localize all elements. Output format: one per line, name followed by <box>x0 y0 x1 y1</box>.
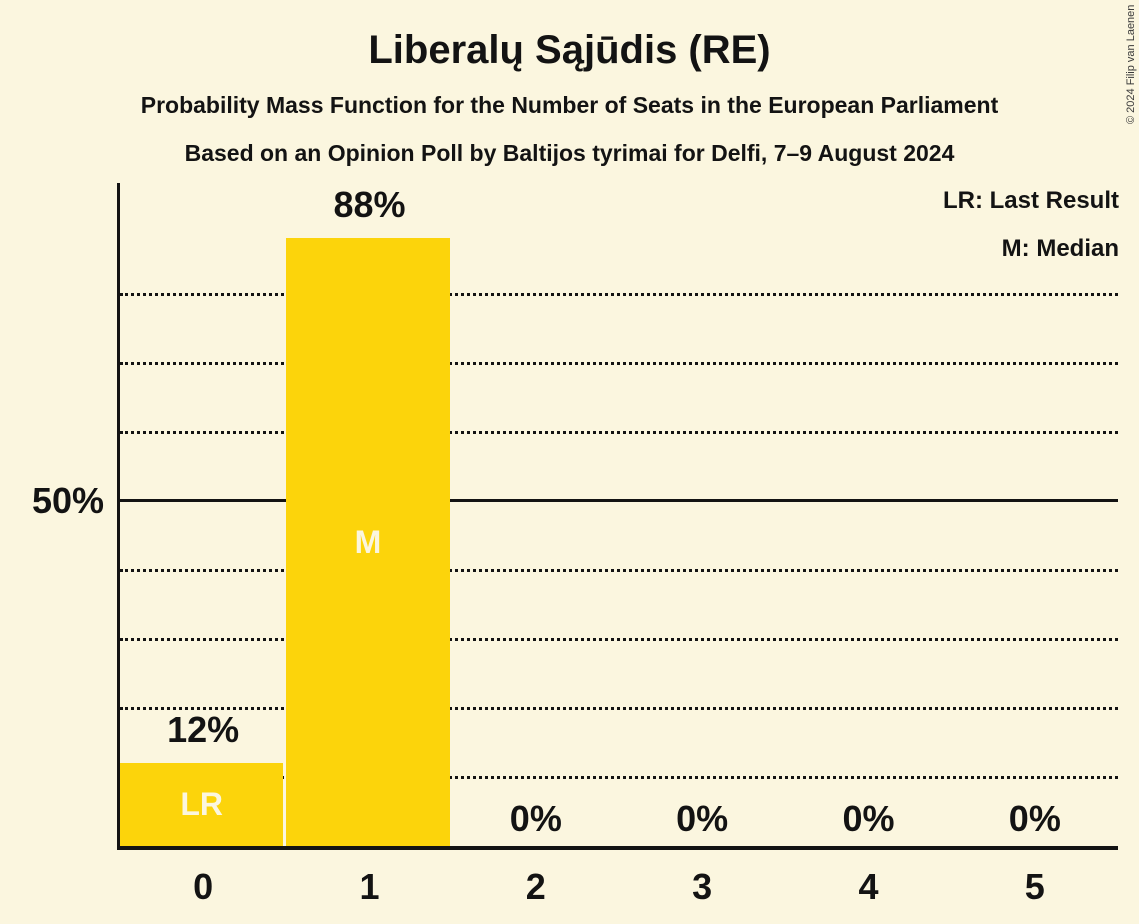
legend-last-result: LR: Last Result <box>942 187 1119 214</box>
x-tick-label-4: 4 <box>858 866 879 907</box>
gridline-dotted-80pct <box>120 292 1118 296</box>
chart-title: Liberalų Sąjūdis (RE) <box>368 28 771 72</box>
gridline-dotted-40pct <box>120 568 1118 572</box>
bar-value-label-seat-2: 0% <box>509 798 562 839</box>
y-axis-tick-label-50: 50% <box>31 480 104 521</box>
copyright-notice: © 2024 Filip van Laenen <box>1125 4 1137 124</box>
chart-subtitle-line1: Probability Mass Function for the Number… <box>140 92 999 118</box>
gridline-dotted-10pct <box>120 775 1118 779</box>
legend-median: M: Median <box>1001 235 1119 262</box>
chart-subtitle-line2: Based on an Opinion Poll by Baltijos tyr… <box>184 140 955 166</box>
bar-seat-0 <box>120 763 284 846</box>
bar-value-label-seat-5: 0% <box>1008 798 1061 839</box>
bar-value-label-seat-3: 0% <box>676 798 729 839</box>
median-marker-label: M <box>354 523 382 560</box>
gridline-dotted-30pct <box>120 637 1118 641</box>
last-result-marker-label: LR <box>180 786 223 823</box>
bar-value-label-seat-4: 0% <box>842 798 895 839</box>
bar-seat-1 <box>286 238 450 846</box>
x-tick-label-2: 2 <box>525 866 546 907</box>
gridline-solid-50pct <box>120 498 1118 502</box>
gridline-dotted-70pct <box>120 361 1118 365</box>
plot-area: 12% 88% 0% 0% 0% 0% LR M <box>117 183 1118 850</box>
x-axis-tick-labels: 0 1 2 3 4 5 <box>120 866 1118 916</box>
x-tick-label-5: 5 <box>1024 866 1045 907</box>
x-tick-label-3: 3 <box>692 866 713 907</box>
x-tick-label-1: 1 <box>359 866 380 907</box>
gridline-dotted-60pct <box>120 430 1118 434</box>
bar-value-label-seat-0: 12% <box>167 709 240 751</box>
bar-value-label-seat-1: 88% <box>333 184 406 226</box>
gridline-dotted-20pct <box>120 706 1118 710</box>
legend: LR: Last Result M: Median <box>943 177 1119 273</box>
x-tick-label-0: 0 <box>193 866 214 907</box>
